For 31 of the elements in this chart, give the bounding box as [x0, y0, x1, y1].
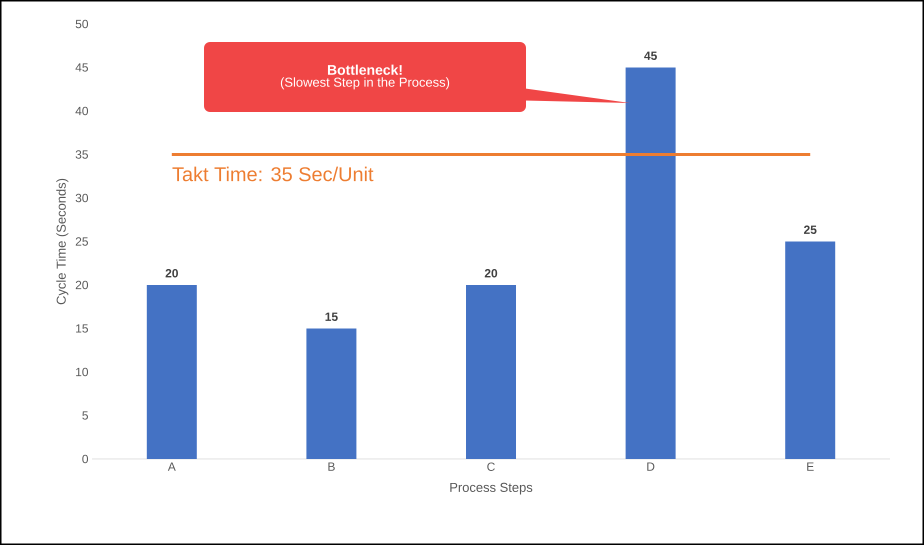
x-tick-label: B [328, 462, 335, 471]
bar [785, 241, 836, 459]
data-label: 15 [326, 312, 338, 321]
bar [466, 284, 516, 459]
x-tick-label: D [647, 462, 654, 471]
data-label: 20 [166, 269, 178, 278]
y-tick-label: 35 [76, 150, 88, 159]
y-tick-label: 15 [76, 324, 88, 333]
bar [146, 284, 197, 459]
x-tick-label: A [168, 462, 176, 471]
x-axis-title: Process Steps [450, 482, 532, 495]
y-tick-label: 30 [76, 194, 88, 202]
bar [626, 67, 676, 459]
x-tick-label: C [487, 462, 495, 471]
y-tick-label: 20 [76, 280, 88, 290]
bar [306, 328, 356, 459]
y-tick-label: 25 [76, 237, 88, 246]
y-tick-label: 40 [75, 106, 88, 116]
y-tick-label: 45 [75, 63, 88, 72]
y-tick-label: 10 [76, 368, 88, 376]
y-tick-label: 50 [76, 20, 88, 28]
data-label: 45 [644, 52, 657, 60]
y-tick-label: 0 [82, 454, 88, 464]
annotation: (Slowest Step in the Process) [280, 77, 450, 90]
ref-line-label: Takt Time: 35 Sec/Unit [172, 166, 374, 182]
data-label: 25 [804, 226, 817, 234]
x-tick-label: E [807, 462, 814, 471]
data-label: 20 [484, 269, 498, 278]
annotation: Bottleneck! [328, 64, 402, 75]
y-axis-title: Cycle Time (Seconds) [56, 178, 68, 304]
y-tick-label: 5 [82, 411, 88, 420]
